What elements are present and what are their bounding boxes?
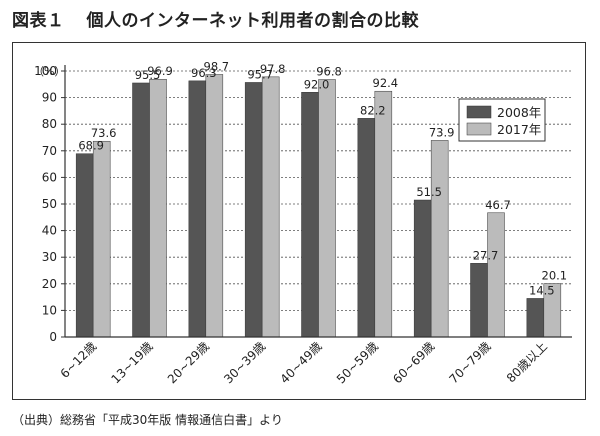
bar <box>149 78 167 338</box>
source-note: （出典）総務省「平成30年版 情報通信白書」より <box>12 413 283 427</box>
y-tick-label: 60 <box>42 170 57 184</box>
figure-title-text: 個人のインターネット利用者の割合の比較 <box>86 11 419 31</box>
bar <box>318 79 336 338</box>
y-tick-label: 20 <box>42 277 57 291</box>
legend-label: 2017年 <box>497 122 541 137</box>
data-label: 96.8 <box>316 65 342 79</box>
data-label: 82.2 <box>360 103 386 117</box>
bar <box>244 82 263 338</box>
data-label: 95.7 <box>247 67 273 81</box>
y-tick-label: 40 <box>42 224 57 238</box>
y-tick-label: 70 <box>42 144 57 158</box>
bar <box>188 80 207 338</box>
bar <box>487 212 505 338</box>
y-tick-label: 10 <box>42 303 57 317</box>
data-label: 68.9 <box>78 139 104 153</box>
bar <box>470 263 488 338</box>
bar <box>261 76 280 338</box>
bar-chart: （%） 68.973.6 95.596.9 96.398.7 95.797.8 92.0… <box>33 59 572 386</box>
data-label: 97.8 <box>260 62 286 76</box>
y-axis-unit: （%） <box>33 65 65 78</box>
y-tick-label: 50 <box>42 197 57 211</box>
legend: 2008年 2017年 <box>458 98 546 142</box>
x-tick-label: 6~12歳 <box>58 339 100 381</box>
y-tick-label: 100 <box>34 64 57 78</box>
y-tick-label: 80 <box>42 117 57 131</box>
x-tick-label: 40~49歳 <box>278 339 325 386</box>
data-label: 27.7 <box>473 248 499 262</box>
y-tick-label: 0 <box>49 330 57 344</box>
data-label: 96.9 <box>147 64 173 78</box>
x-tick-label: 80歳以上 <box>504 339 550 385</box>
x-tick-label: 30~39歳 <box>221 339 268 386</box>
data-label: 92.4 <box>373 76 399 90</box>
bar <box>430 140 449 338</box>
bar <box>205 74 224 338</box>
data-label: 92.0 <box>304 77 330 91</box>
bar <box>374 90 393 338</box>
data-label: 73.9 <box>429 125 455 139</box>
legend-swatch <box>466 122 492 136</box>
data-label: 14.5 <box>529 283 555 297</box>
x-tick-label: 20~29歳 <box>165 339 212 386</box>
legend-swatch <box>466 105 492 119</box>
chart-frame: （%） 68.9 73.6 95.5 96.9 96.3 98.7 95.7 97.8 92.0… <box>12 42 586 400</box>
data-label: 98.7 <box>204 59 230 73</box>
data-label: 46.7 <box>485 198 511 212</box>
figure-title: 図表１ 個人のインターネット利用者の割合の比較 <box>12 6 419 31</box>
x-tick-label: 70~79歳 <box>447 339 494 386</box>
figure-label: 図表１ <box>12 11 65 31</box>
legend-label: 2008年 <box>497 105 541 120</box>
bar <box>301 92 319 338</box>
bars <box>75 74 562 338</box>
data-label: 95.5 <box>135 68 161 82</box>
bar <box>413 199 432 338</box>
data-labels: 68.973.6 95.596.9 96.398.7 95.797.8 92.096.8… <box>78 59 567 297</box>
data-label: 73.6 <box>91 126 117 140</box>
data-label: 96.3 <box>191 66 217 80</box>
bar <box>75 153 94 338</box>
x-tick-label: 13~19歳 <box>109 339 156 386</box>
data-label: 20.1 <box>542 269 568 283</box>
x-tick-label: 60~69歳 <box>390 339 437 386</box>
bar <box>92 140 111 338</box>
bar <box>526 298 545 338</box>
x-tick-label: 50~59歳 <box>334 339 381 386</box>
y-tick-label: 30 <box>42 250 57 264</box>
bar <box>357 118 376 338</box>
bar <box>132 82 150 338</box>
data-label: 51.5 <box>416 185 442 199</box>
y-tick-label: 90 <box>42 91 57 105</box>
